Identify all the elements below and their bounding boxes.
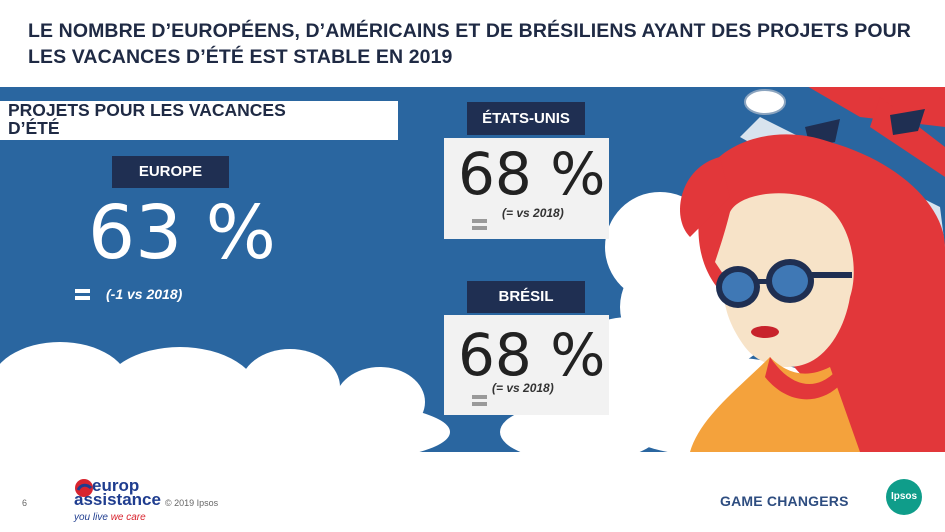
brazil-percentage: 68 % [458,321,606,389]
europe-label: EUROPE [112,156,229,188]
slide-title-line-1: LE NOMBRE D’EUROPÉENS, D’AMÉRICAINS ET D… [28,20,911,42]
europe-trend-note: (-1 vs 2018) [106,286,183,302]
europe-percentage: 63 % [88,190,276,276]
brazil-trend-note: (= vs 2018) [492,381,554,395]
tagline-part-2: we care [110,512,146,523]
copyright: © 2019 Ipsos [165,498,219,508]
usa-card: 68 % (= vs 2018) [444,138,609,239]
brand-tagline: you live we care [74,512,146,523]
equals-icon [75,289,90,303]
brand-line-2: assistance [74,490,161,509]
slide-title: LE NOMBRE D’EUROPÉENS, D’AMÉRICAINS ET D… [28,18,938,70]
brazil-card: 68 % (= vs 2018) [444,315,609,415]
tagline-part-1: you live [74,512,111,523]
europ-assistance-logo: europ assistance you live we care [72,476,161,528]
equals-icon [472,219,487,233]
usa-label: ÉTATS-UNIS [467,102,585,135]
page-number: 6 [22,498,28,508]
europ-assistance-logo-icon [75,479,93,497]
section-label: PROJETS POUR LES VACANCES D’ÉTÉ [0,101,398,140]
section-label-line-1: PROJETS POUR LES VACANCES [8,100,286,120]
usa-trend-note: (= vs 2018) [502,206,564,220]
equals-icon [472,395,487,409]
slide-title-line-2: LES VACANCES D’ÉTÉ EST STABLE EN 2019 [28,46,453,68]
brand-line-1: europ [92,476,140,495]
game-changers-slogan: GAME CHANGERS [720,493,849,509]
usa-percentage: 68 % [458,140,606,208]
ipsos-logo: Ipsos [886,479,922,515]
section-label-line-2: D’ÉTÉ [8,118,60,138]
brazil-label: BRÉSIL [467,281,585,313]
